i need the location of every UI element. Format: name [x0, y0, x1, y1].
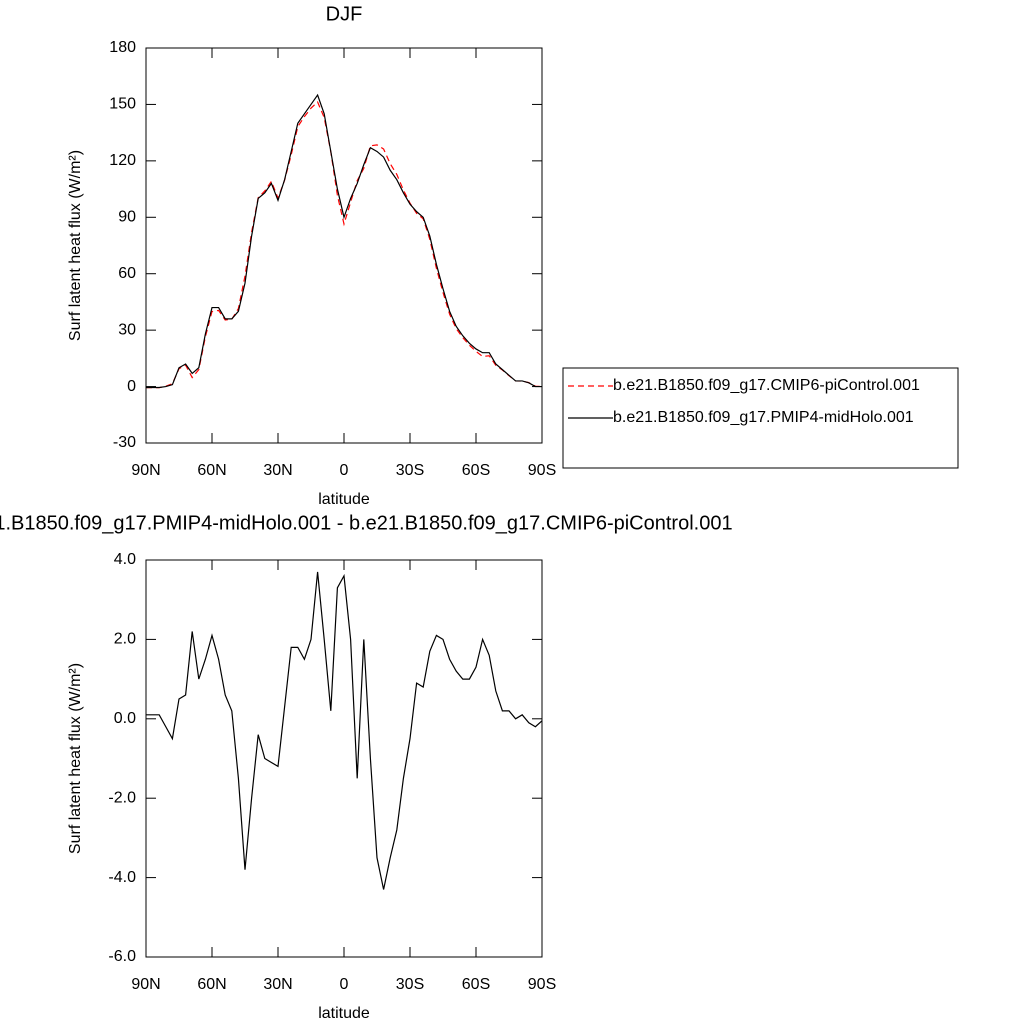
x-tick-label: 30S — [396, 462, 424, 479]
x-tick-label: 90N — [131, 462, 160, 479]
chart-title: DJF — [326, 3, 363, 25]
y-tick-label: -4.0 — [108, 869, 136, 886]
y-tick-label: 120 — [109, 152, 136, 169]
plot-frame — [145, 559, 543, 958]
series-line — [146, 100, 543, 389]
plot-frame — [145, 47, 543, 444]
y-tick-label: 4.0 — [114, 551, 136, 568]
x-tick-label: 0 — [340, 462, 349, 479]
y-axis-label: Surf latent heat flux (W/m²) — [67, 663, 84, 854]
x-tick-label: 30S — [396, 976, 424, 993]
x-tick-label: 60N — [197, 976, 226, 993]
legend-box — [562, 367, 959, 469]
y-tick-label: 0 — [127, 378, 136, 395]
series-line — [146, 93, 542, 389]
x-tick-label: 0 — [340, 976, 349, 993]
x-tick-label: 60S — [462, 976, 490, 993]
legend-label: b.e21.B1850.f09_g17.CMIP6-piControl.001 — [613, 377, 920, 394]
y-axis-label: Surf latent heat flux (W/m²) — [67, 150, 84, 341]
x-tick-label: 30N — [263, 976, 292, 993]
x-tick-label: 30N — [263, 462, 292, 479]
y-tick-label: 180 — [109, 39, 136, 56]
y-tick-label: -2.0 — [108, 789, 136, 806]
y-tick-label: 30 — [118, 321, 136, 338]
y-tick-label: 60 — [118, 265, 136, 282]
x-tick-label: 90N — [131, 976, 160, 993]
x-tick-label: 90S — [528, 462, 556, 479]
series-line — [146, 571, 543, 890]
y-tick-label: 0.0 — [114, 710, 136, 727]
x-tick-label: 60S — [462, 462, 490, 479]
y-tick-label: -6.0 — [108, 948, 136, 965]
y-tick-label: 90 — [118, 209, 136, 226]
legend-label: b.e21.B1850.f09_g17.PMIP4-midHolo.001 — [613, 409, 914, 426]
x-tick-label: 60N — [197, 462, 226, 479]
x-axis-label: latitude — [318, 491, 370, 508]
y-tick-label: 150 — [109, 96, 136, 113]
x-tick-label: 90S — [528, 976, 556, 993]
y-tick-label: 2.0 — [114, 631, 136, 648]
chart-title: b.e21.B1850.f09_g17.PMIP4-midHolo.001 - … — [0, 512, 733, 534]
x-axis-label: latitude — [318, 1005, 370, 1022]
y-tick-label: -30 — [113, 434, 136, 451]
